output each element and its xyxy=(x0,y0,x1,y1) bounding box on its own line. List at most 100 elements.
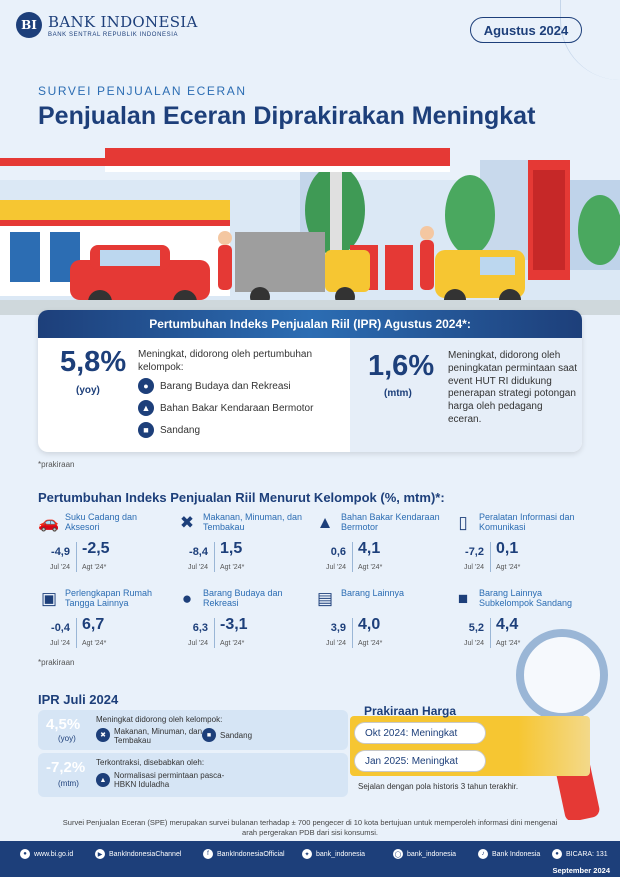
drop-icon: ● xyxy=(138,378,154,394)
juli-yoy-label: (yoy) xyxy=(58,734,76,743)
agt-caption: Agt '24* xyxy=(82,640,107,647)
ipr-mtm-description: Meningkat, didorong oleh peningkatan per… xyxy=(448,350,577,425)
footer-twitter-text: bank_indonesia xyxy=(316,850,366,858)
jul-caption: Jul '24 xyxy=(187,564,208,571)
group-card: ▯ Peralatan Informasi dan Komunikasi -7,… xyxy=(452,512,584,582)
group-divider xyxy=(76,542,77,572)
group-card: ● Barang Budaya dan Rekreasi 6,3 -3,1 Ju… xyxy=(176,588,308,658)
ipr-group-label: Bahan Bakar Kendaraan Bermotor xyxy=(160,402,314,414)
ipr-group-label: Sandang xyxy=(160,424,201,436)
juli-yoy-text: Meningkat didorong oleh kelompok: xyxy=(96,715,223,724)
footer-youtube-link[interactable]: ▶ BankIndonesiaChannel xyxy=(95,849,181,859)
footnote-prakiraan: *prakiraan xyxy=(38,460,75,469)
sofa-icon: ▣ xyxy=(40,589,58,608)
group-card: ▤ Barang Lainnya 3,9 4,0 Jul '24 Agt '24… xyxy=(314,588,446,658)
group-agt-value: -2,5 xyxy=(82,540,110,557)
footer-instagram-link[interactable]: ◯ bank_indonesia xyxy=(393,849,456,859)
agt-caption: Agt '24* xyxy=(220,640,245,647)
group-card: 🚗 Suku Cadang dan Aksesori -4,9 -2,5 Jul… xyxy=(38,512,170,582)
ipr-yoy-value: 5,8% xyxy=(60,346,127,378)
group-agt-value: 0,1 xyxy=(496,540,519,557)
ipr-heading: Pertumbuhan Indeks Penjualan Riil (IPR) … xyxy=(38,310,582,338)
jul-caption: Jul '24 xyxy=(187,640,208,647)
bank-subtitle: BANK SENTRAL REPUBLIK INDONESIA xyxy=(48,31,179,38)
ipr-group-label: Barang Budaya dan Rekreasi xyxy=(160,380,291,392)
footer-web-link[interactable]: ● www.bi.go.id xyxy=(20,849,73,859)
juli-yoy-value: 4,5% xyxy=(46,716,81,733)
phone-icon: ▯ xyxy=(458,513,468,532)
group-agt-value: 4,4 xyxy=(496,616,519,633)
juli-group-food: Makanan, Minuman, dan Tembakau xyxy=(114,727,203,745)
footer-web-text: www.bi.go.id xyxy=(34,850,74,858)
footer-twitter-link[interactable]: ✦ bank_indonesia xyxy=(302,849,365,859)
group-divider xyxy=(76,618,77,648)
footer-date: September 2024 xyxy=(552,866,610,875)
group-jul-value: -8,4 xyxy=(189,546,208,558)
group-label: Peralatan Informasi dan Komunikasi xyxy=(479,512,575,532)
ipr-mtm-value: 1,6% xyxy=(368,350,435,382)
group-divider xyxy=(214,618,215,648)
group-jul-value: -4,9 xyxy=(51,546,70,558)
footer-instagram-text: bank_indonesia xyxy=(407,850,457,858)
agt-caption: Agt '24* xyxy=(220,564,245,571)
group-jul-value: 3,9 xyxy=(330,622,346,634)
ipr-group-item: ■ Sandang xyxy=(138,422,200,438)
group-agt-value: 6,7 xyxy=(82,616,105,633)
juli-group-sandang: Sandang xyxy=(220,731,253,740)
footer-tiktok-text: Bank Indonesia xyxy=(492,850,541,858)
people-icon: ▲ xyxy=(96,773,110,787)
group-label: Barang Lainnya xyxy=(341,588,405,598)
group-divider xyxy=(352,618,353,648)
fuel-nozzle-icon: ▲ xyxy=(138,400,154,416)
survey-label: SURVEI PENJUALAN ECERAN xyxy=(38,84,247,98)
utensils-icon: ✖ xyxy=(96,728,110,742)
group-jul-value: 0,6 xyxy=(330,546,346,558)
bi-emblem-icon: BI xyxy=(16,12,42,38)
bank-indonesia-logo: BI BANK INDONESIA BANK SENTRAL REPUBLIK … xyxy=(16,12,198,38)
group-jul-value: 6,3 xyxy=(192,622,208,634)
fuel-nozzle-icon: ▲ xyxy=(316,513,334,532)
group-label: Barang Lainnya Subkelompok Sandang xyxy=(479,588,573,608)
ipr-group-item: ▲ Bahan Bakar Kendaraan Bermotor xyxy=(138,400,313,416)
footnote-prakiraan: *prakiraan xyxy=(38,658,75,667)
ipr-yoy-description: Meningkat, didorong oleh pertumbuhan kel… xyxy=(138,349,313,373)
agt-caption: Agt '24* xyxy=(496,564,521,571)
survey-description: Survei Penjualan Eceran (SPE) merupakan … xyxy=(62,818,558,837)
group-agt-value: -3,1 xyxy=(220,616,248,633)
group-jul-value: -7,2 xyxy=(465,546,484,558)
youtube-icon: ▶ xyxy=(95,849,105,859)
agt-caption: Agt '24* xyxy=(82,564,107,571)
jul-caption: Jul '24 xyxy=(49,564,70,571)
footer-facebook-link[interactable]: f BankIndonesiaOfficial xyxy=(203,849,285,859)
jul-caption: Jul '24 xyxy=(463,564,484,571)
facebook-icon: f xyxy=(203,849,213,859)
harga-jan-pill: Jan 2025: Meningkat xyxy=(354,750,486,772)
shirt-icon: ■ xyxy=(457,589,469,608)
period-badge: Agustus 2024 xyxy=(470,17,582,43)
ipr-mtm-panel: 1,6% (mtm) Meningkat, didorong oleh peni… xyxy=(350,338,582,452)
agt-caption: Agt '24* xyxy=(358,564,383,571)
globe-icon: ● xyxy=(20,849,30,859)
harga-note: Sejalan dengan pola historis 3 tahun ter… xyxy=(358,782,519,791)
juli-mtm-value: -7,2% xyxy=(46,759,86,776)
tiktok-icon: ♪ xyxy=(478,849,488,859)
jul-caption: Jul '24 xyxy=(325,640,346,647)
headline: Penjualan Eceran Diprakirakan Meningkat xyxy=(38,102,536,130)
group-label: Suku Cadang dan Aksesori xyxy=(65,512,138,532)
ipr-juli-mtm-box: -7,2% (mtm) Terkontraksi, disebabkan ole… xyxy=(38,753,348,797)
twitter-icon: ✦ xyxy=(302,849,312,859)
instagram-icon: ◯ xyxy=(393,849,403,859)
harga-title: Prakiraan Harga xyxy=(364,704,457,718)
bank-name: BANK INDONESIA xyxy=(48,12,198,31)
jul-caption: Jul '24 xyxy=(325,564,346,571)
juli-mtm-reason: Normalisasi permintaan pasca-HBKN Idulad… xyxy=(114,771,225,789)
ipr-juli-yoy-box: 4,5% (yoy) Meningkat didorong oleh kelom… xyxy=(38,710,348,750)
footer-bicara-link[interactable]: ● BICARA: 131 xyxy=(552,849,608,859)
group-agt-value: 4,1 xyxy=(358,540,381,557)
group-jul-value: 5,2 xyxy=(468,622,484,634)
group-card: ✖ Makanan, Minuman, dan Tembakau -8,4 1,… xyxy=(176,512,308,582)
footer-tiktok-link[interactable]: ♪ Bank Indonesia xyxy=(478,849,540,859)
juli-mtm-label: (mtm) xyxy=(58,779,79,788)
footer-bicara-text: BICARA: 131 xyxy=(566,850,608,858)
ipr-summary-card: Pertumbuhan Indeks Penjualan Riil (IPR) … xyxy=(38,310,582,452)
